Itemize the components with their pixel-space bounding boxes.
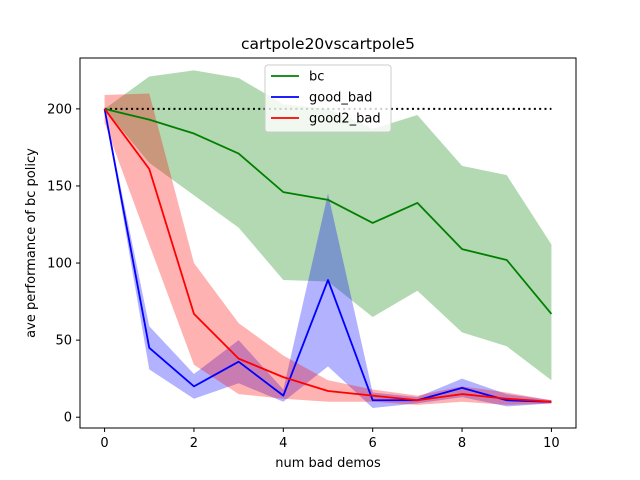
x-tick-label: 2: [190, 436, 198, 451]
band-bc: [104, 70, 552, 381]
y-tick-label: 0: [64, 411, 72, 426]
legend: bc good_bad good2_bad: [264, 64, 392, 133]
series-line-good2-bad: [103, 108, 552, 403]
legend-label-bc: bc: [309, 70, 324, 85]
x-axis-label: num bad demos: [275, 456, 381, 471]
y-axis: 0 50 100 150 200: [47, 102, 80, 426]
y-tick-label: 200: [47, 102, 72, 117]
series-lines: [103, 108, 553, 403]
series-line-bc: [104, 108, 553, 315]
band-good-bad: [104, 108, 552, 408]
legend-label-good2-bad: good2_bad: [309, 112, 381, 127]
x-tick-label: 10: [543, 436, 560, 451]
chart-title: cartpole20vscartpole5: [241, 35, 415, 53]
y-tick-label: 100: [47, 257, 72, 272]
x-axis: 0 2 4 6 8 10: [100, 428, 560, 451]
y-tick-label: 50: [55, 334, 72, 349]
x-tick-label: 4: [279, 436, 287, 451]
x-tick-label: 8: [458, 436, 466, 451]
series-line-good-bad: [103, 108, 552, 403]
legend-label-good-bad: good_bad: [309, 91, 372, 106]
x-tick-label: 6: [369, 436, 377, 451]
plot-frame: [79, 57, 577, 429]
band-good2-bad: [104, 93, 552, 405]
y-axis-label: ave performance of bc policy: [24, 148, 39, 338]
confidence-bands: [104, 70, 552, 408]
x-tick-label: 0: [100, 436, 108, 451]
legend-box: [264, 64, 392, 133]
y-tick-label: 150: [47, 179, 72, 194]
